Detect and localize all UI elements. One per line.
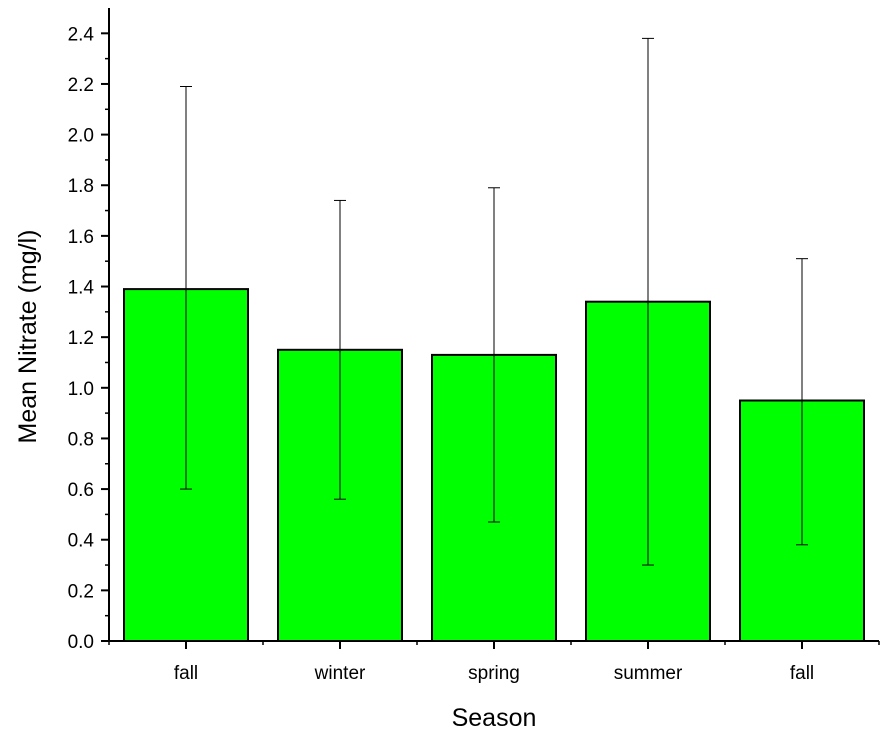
y-tick-label: 0.6 xyxy=(68,480,94,501)
y-tick-label: 0.0 xyxy=(68,632,94,653)
y-tick-label: 1.0 xyxy=(68,379,94,400)
error-bar-3 xyxy=(642,37,654,566)
y-ticks-layer: 0.0 0.2 0.4 0.6 0.8 1.0 1.2 1.4 1.6 1.8 2.0 2.2 2.4 xyxy=(68,24,109,653)
y-axis-title: Mean Nitrate (mg/l) xyxy=(14,230,42,444)
y-tick-label: 0.4 xyxy=(68,531,95,552)
x-axis-title: Season xyxy=(452,704,537,732)
x-tick-label: summer xyxy=(614,663,683,684)
error-bar-4 xyxy=(796,258,808,546)
x-tick-label: spring xyxy=(468,663,520,684)
error-bars-layer xyxy=(180,37,808,566)
error-bar-0 xyxy=(180,85,192,490)
x-tick-label: winter xyxy=(314,663,366,684)
y-tick-label: 2.0 xyxy=(68,126,94,147)
x-tick-label: fall xyxy=(174,663,198,684)
y-tick-label: 0.2 xyxy=(68,581,94,602)
y-tick-label: 1.6 xyxy=(68,227,94,248)
x-ticks-layer: fall winter spring summer fall xyxy=(108,641,880,684)
error-bar-1 xyxy=(334,199,346,500)
y-tick-label: 0.8 xyxy=(68,429,94,450)
error-bar-2 xyxy=(488,187,500,523)
y-tick-label: 2.2 xyxy=(68,75,94,96)
y-tick-label: 1.8 xyxy=(68,176,94,197)
y-tick-label: 1.2 xyxy=(68,328,94,349)
y-tick-label: 1.4 xyxy=(68,278,95,299)
x-tick-label: fall xyxy=(790,663,814,684)
y-tick-label: 2.4 xyxy=(68,24,95,45)
